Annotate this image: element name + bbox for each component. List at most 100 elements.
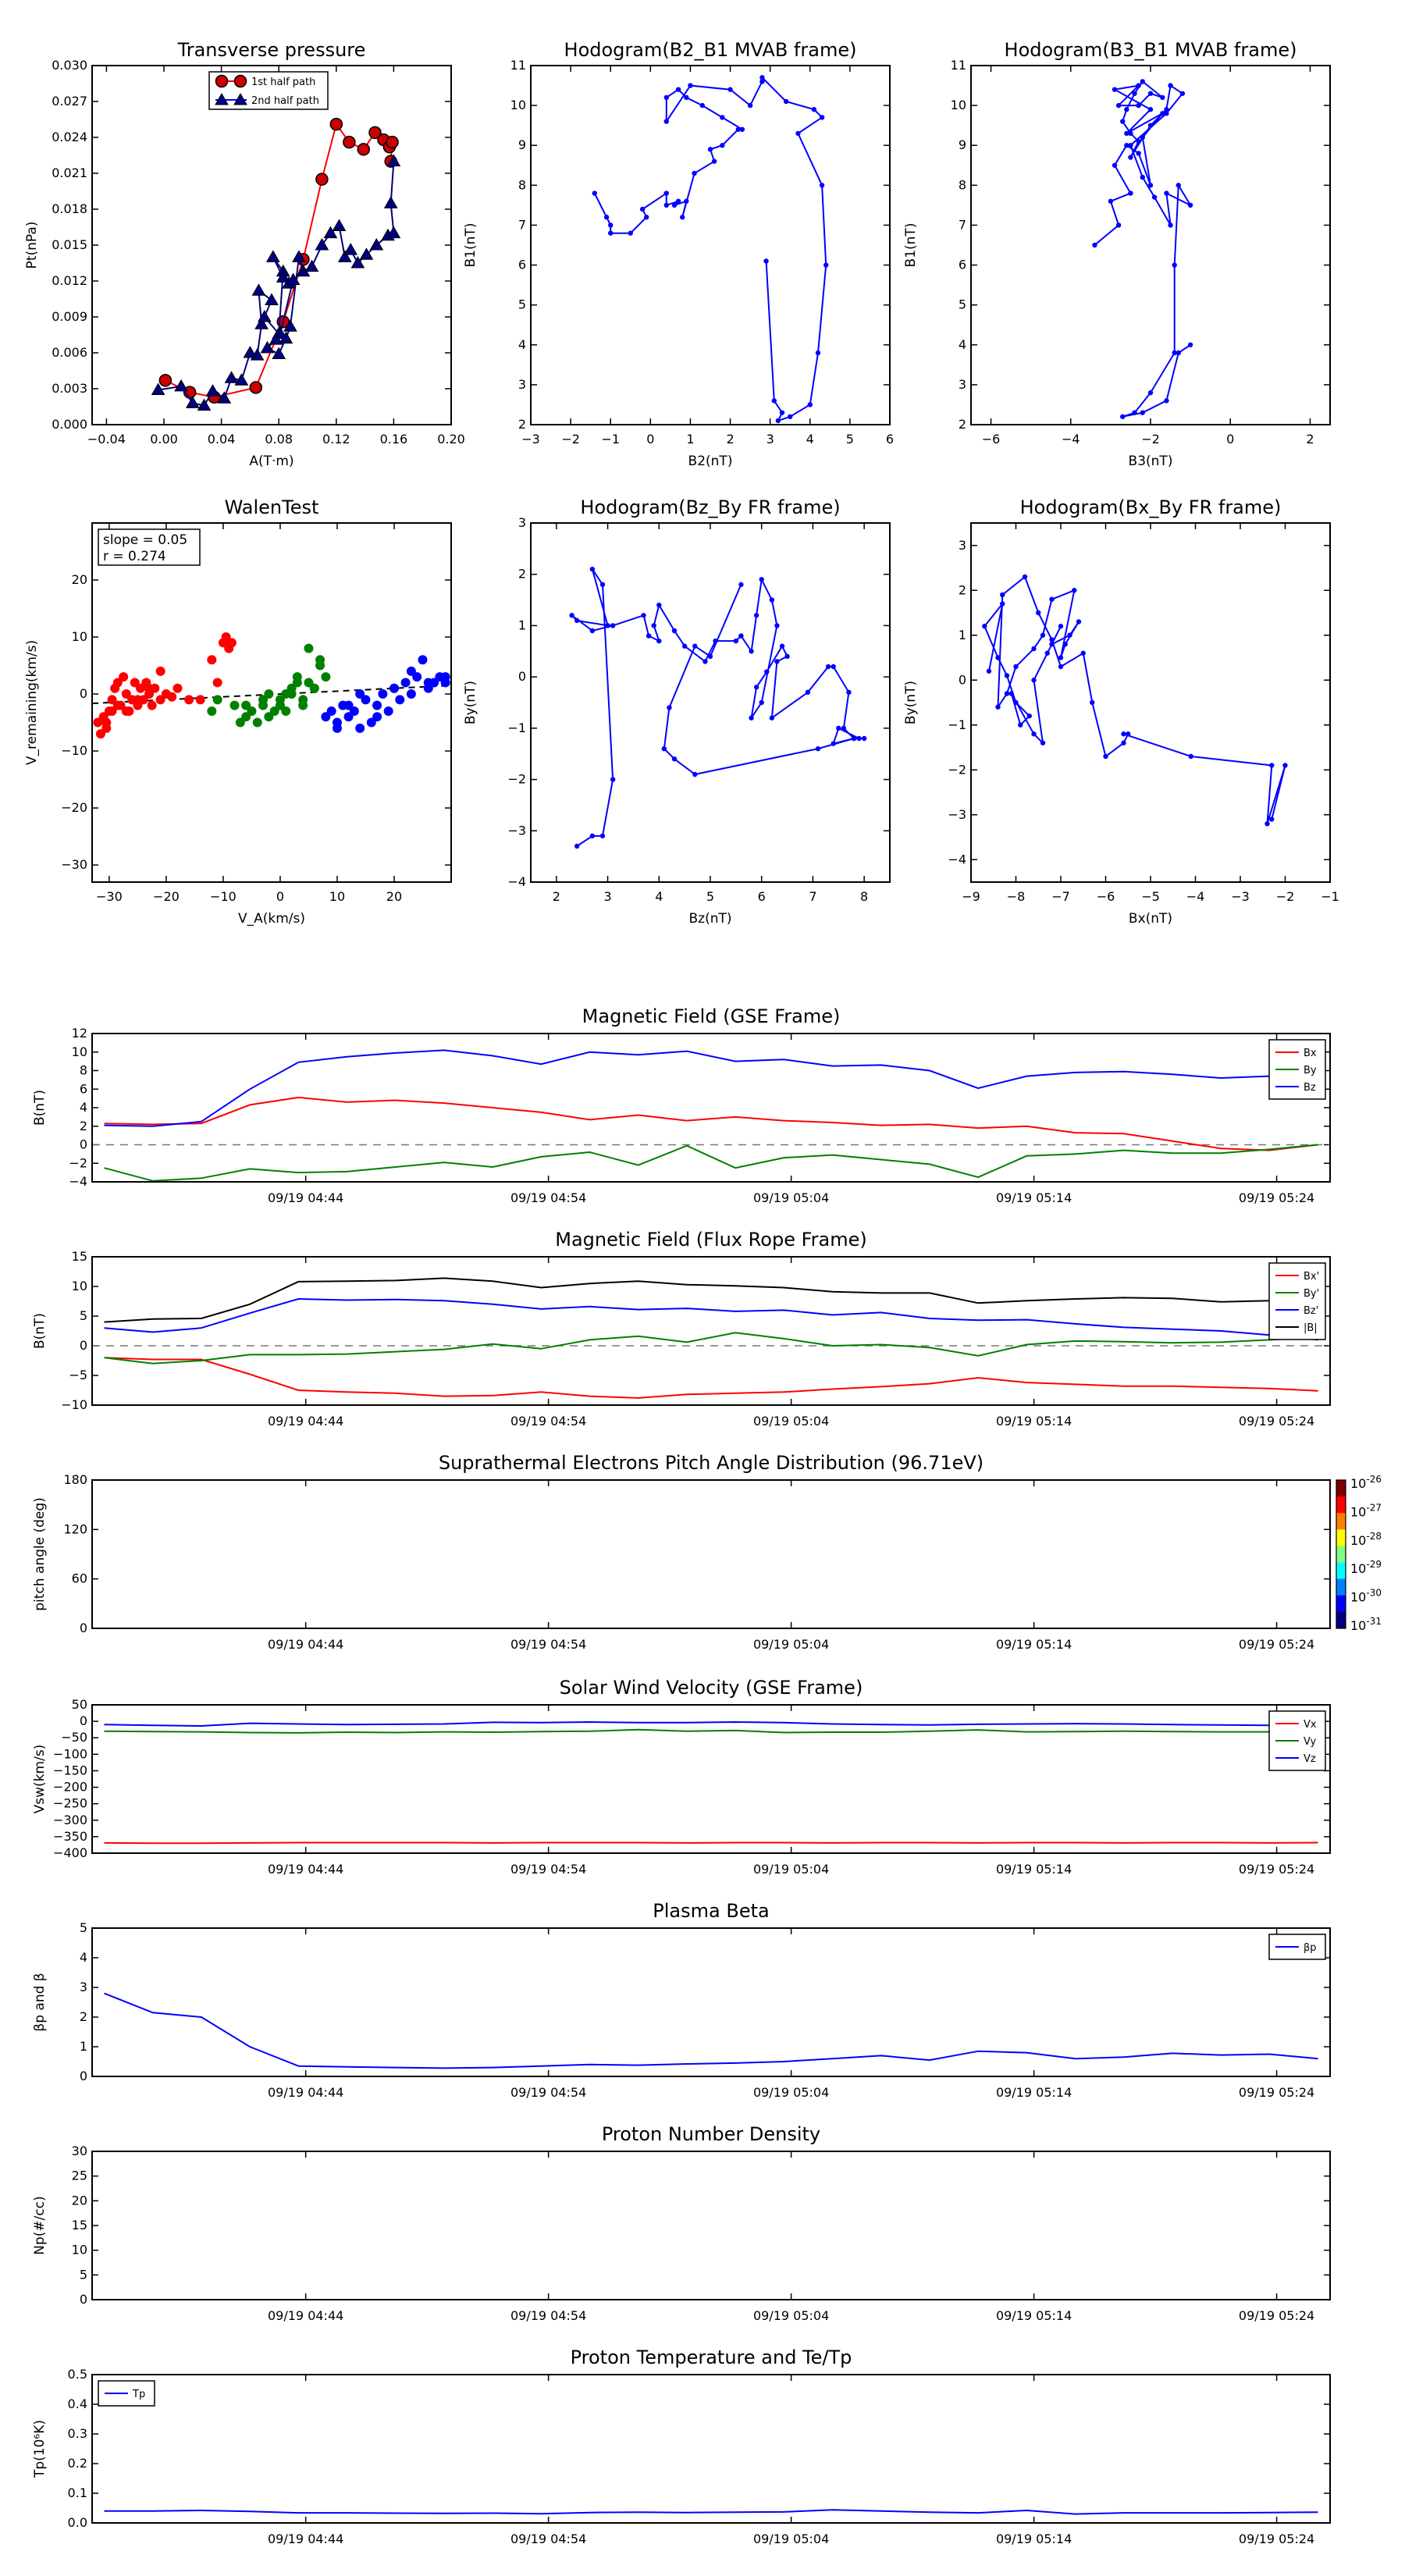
data-point xyxy=(1031,646,1037,652)
y-tick-label: 4 xyxy=(518,337,526,352)
time-tick-label: 09/19 05:24 xyxy=(1239,2308,1314,2323)
walen-test-panel: WalenTest −30 −20 −10 0 10 20 −30 −20 −10 0 10 20 V_A… xyxy=(24,496,452,927)
time-tick-label: 09/19 05:14 xyxy=(996,1190,1072,1205)
legend: Tp xyxy=(98,2380,155,2407)
time-tick-label: 09/19 04:44 xyxy=(268,2532,343,2546)
legend: 1st half path 2nd half path xyxy=(208,71,329,110)
time-tick-label: 09/19 04:54 xyxy=(510,1637,586,1652)
legend: Bx' By' Bz' |B| xyxy=(1268,1262,1326,1340)
data-point xyxy=(995,655,1001,660)
data-point xyxy=(836,725,841,731)
x-tick-label: −0.04 xyxy=(87,432,126,447)
legend-label: Vz xyxy=(1304,1753,1316,1765)
data-point xyxy=(337,250,352,262)
data-point xyxy=(1121,740,1126,745)
y-tick-label: 0.5 xyxy=(68,2367,87,2382)
colorbar-segment xyxy=(1336,1562,1346,1580)
data-point xyxy=(292,678,302,688)
data-point xyxy=(779,643,785,649)
data-point xyxy=(1108,198,1114,204)
time-tick-label: 09/19 05:14 xyxy=(996,1637,1072,1652)
time-tick-label: 09/19 04:54 xyxy=(510,2308,586,2323)
x-tick-label: 3 xyxy=(767,432,774,447)
x-tick-label: 10 xyxy=(329,889,345,904)
data-point xyxy=(212,695,222,705)
x-tick-label: −20 xyxy=(153,889,180,904)
data-point xyxy=(321,712,331,722)
colorbar-label: 10-26 xyxy=(1350,1474,1382,1491)
data-point xyxy=(788,414,793,419)
y-tick-label: −350 xyxy=(53,1829,87,1844)
panel-title: Magnetic Field (GSE Frame) xyxy=(582,1005,841,1027)
data-point xyxy=(343,135,356,149)
data-point xyxy=(846,689,852,696)
legend-label: Vx xyxy=(1304,1719,1317,1731)
data-point xyxy=(1136,102,1141,109)
data-point xyxy=(1147,123,1154,128)
data-point xyxy=(207,655,217,665)
data-point xyxy=(763,258,769,264)
beta-panel: Plasma Beta 0 1 2 3 4 5 09/19 04:44 09/19 04:54 0… xyxy=(32,1900,1331,2100)
y-tick-label: 0.030 xyxy=(52,58,87,73)
data-point xyxy=(608,222,614,228)
plot-frame xyxy=(91,1927,1331,2077)
data-point xyxy=(197,398,212,411)
y-tick-label: 0 xyxy=(80,2069,87,2083)
y-tick-label: −5 xyxy=(69,1368,87,1382)
data-point xyxy=(1124,107,1129,112)
x-tick-label: 0 xyxy=(1226,432,1234,447)
data-point xyxy=(1187,202,1193,208)
hodogram-bz-by-panel: Hodogram(Bz_By FR frame) 2 3 4 5 6 7 8 −4 −3 −2 −1 0… xyxy=(463,496,891,927)
y-tick-label: 0 xyxy=(80,1137,87,1152)
y-tick-label: 3 xyxy=(959,377,966,392)
data-point xyxy=(212,678,222,688)
y-tick-label: 0 xyxy=(80,686,87,701)
time-tick-label: 09/19 04:44 xyxy=(268,1414,343,1429)
x-tick-label: 4 xyxy=(655,889,663,904)
data-point xyxy=(185,396,200,408)
y-axis-label: Tp(10⁶K) xyxy=(32,2420,48,2478)
data-point xyxy=(107,695,117,705)
data-point xyxy=(707,653,713,660)
hodogram-bx-by-panel: Hodogram(Bx_By FR frame) −9 −8 −7 −6 −5 −4 −3 −2… xyxy=(903,496,1339,927)
hodogram-b2-b1-panel: Hodogram(B2_B1 MVAB frame) −3 −2 −1 0 1 2 3 4 5 6 2… xyxy=(463,39,894,469)
y-tick-label: 0.003 xyxy=(52,381,87,396)
data-point xyxy=(769,597,775,603)
y-tick-label: −400 xyxy=(53,1845,87,1860)
data-point xyxy=(1128,143,1133,148)
data-point xyxy=(1176,183,1181,188)
x-tick-label: 20 xyxy=(386,889,402,904)
colorbar-exponent: -31 xyxy=(1366,1616,1382,1627)
data-point xyxy=(784,653,790,660)
data-point xyxy=(656,602,662,608)
x-axis-label: V_A(km/s) xyxy=(238,911,305,927)
data-point xyxy=(332,219,347,231)
y-tick-label: 0.021 xyxy=(52,165,87,180)
data-point xyxy=(243,345,258,358)
y-tick-label: 0.0 xyxy=(68,2515,87,2530)
data-point xyxy=(406,666,416,676)
data-point xyxy=(1031,678,1037,683)
data-point xyxy=(692,771,698,777)
annotation-box: slope = 0.05r = 0.274 xyxy=(98,528,201,566)
y-tick-label: 5 xyxy=(518,297,526,312)
data-point xyxy=(646,633,652,639)
y-tick-label: 4 xyxy=(959,337,966,352)
data-point xyxy=(235,717,245,728)
colorbar-exponent: -26 xyxy=(1366,1474,1382,1485)
y-tick-label: 0 xyxy=(80,1338,87,1353)
series-line xyxy=(593,75,827,422)
time-tick-label: 09/19 05:04 xyxy=(753,1637,829,1652)
data-point xyxy=(699,102,705,109)
legend: Vx Vy Vz xyxy=(1268,1710,1326,1771)
y-tick-label: 10 xyxy=(72,1279,87,1293)
series-line xyxy=(984,575,1286,824)
y-tick-label: 3 xyxy=(518,515,526,530)
data-point xyxy=(234,373,249,386)
colorbar-segment xyxy=(1336,1513,1346,1530)
data-point xyxy=(304,678,314,688)
y-tick-label: 5 xyxy=(959,297,966,312)
plot-frame xyxy=(91,1256,1331,1406)
panel-title: WalenTest xyxy=(225,496,319,518)
y-axis-label: B1(nT) xyxy=(903,223,919,268)
